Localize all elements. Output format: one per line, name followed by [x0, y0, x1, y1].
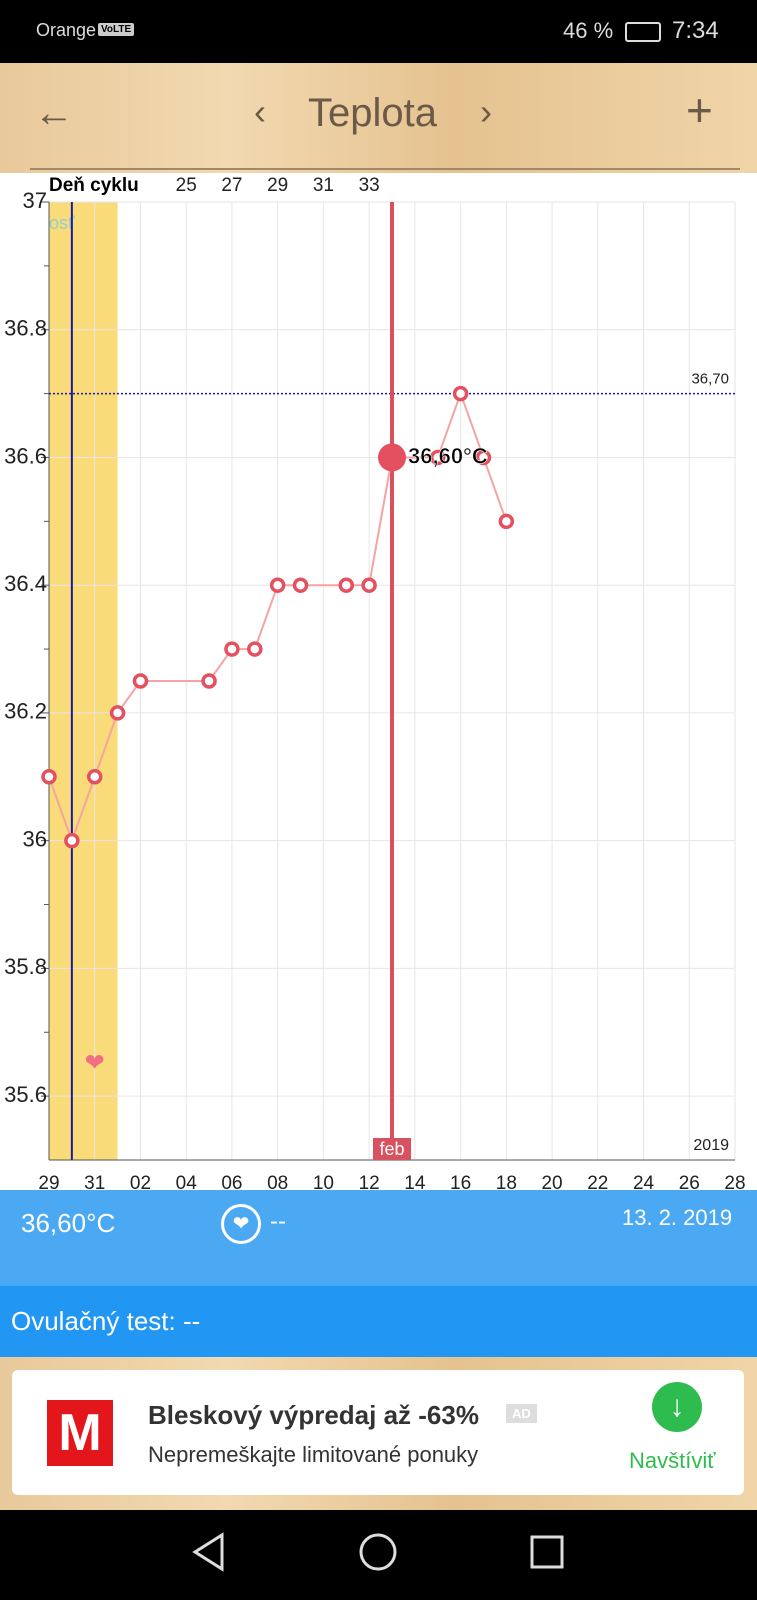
cycle-tick-label: 31 [313, 175, 334, 196]
ad-badge: AD [506, 1404, 537, 1423]
fertile-window [49, 202, 118, 1160]
y-tick-label: 36.6 [4, 443, 47, 468]
ovulation-bar[interactable]: Ovulačný test: -- [0, 1286, 757, 1357]
nav-back[interactable] [192, 1532, 224, 1572]
ad-download-icon: ↓ [652, 1382, 702, 1432]
ad-subtitle: Nepremeškajte limitované ponuky [148, 1442, 479, 1467]
data-point [64, 832, 80, 849]
selected-point [378, 443, 406, 472]
battery-icon [625, 22, 661, 42]
data-point [452, 385, 469, 402]
nav-home[interactable] [359, 1533, 397, 1571]
y-tick-label: 36.8 [4, 316, 47, 341]
x-tick-label: 08 [267, 1173, 288, 1190]
ad-button[interactable]: Navštíviť [629, 1448, 716, 1473]
battery-percent: 46 % [563, 18, 614, 43]
x-tick-label: 10 [313, 1173, 334, 1190]
x-tick-label: 14 [404, 1173, 426, 1190]
data-point [41, 769, 57, 785]
ad-logo: M [47, 1400, 113, 1466]
carrier: Orange [36, 20, 97, 40]
data-point [201, 673, 217, 689]
x-tick-label: 02 [130, 1173, 151, 1190]
screen-title: Teplota [308, 91, 437, 135]
month-badge-bg [373, 1138, 411, 1160]
month-label: feb [379, 1139, 404, 1159]
x-tick-label: 18 [496, 1173, 517, 1190]
y-tick-label: 36.4 [4, 571, 47, 596]
back-button[interactable]: ← [34, 91, 74, 135]
x-tick-label: 16 [450, 1173, 471, 1190]
nav-icons [192, 1532, 564, 1572]
cycle-tick-label: 25 [176, 175, 197, 196]
y-tick-label: 36 [23, 826, 47, 851]
x-tick-label: 29 [38, 1173, 59, 1190]
data-point [132, 673, 149, 689]
cycle-tick-label: 33 [359, 175, 380, 196]
x-tick-label: 28 [724, 1173, 745, 1190]
ad-title: Bleskový výpredaj až -63% [148, 1400, 479, 1430]
chart: osť 35.6 35.8 36 36.2 36.4 36.6 36.8 37 29 31 02 04 0… [4, 175, 745, 1190]
info-bar: 36,60°C ❤ -- 13. 2. 2019 [0, 1190, 757, 1286]
data-point [86, 769, 103, 785]
x-tick-label: 12 [359, 1173, 380, 1190]
data-point [292, 577, 309, 593]
info-temperature: 36,60°C [21, 1208, 116, 1238]
nav-bar [0, 1510, 757, 1600]
y-tick-label: 35.6 [4, 1082, 47, 1107]
data-point [429, 449, 446, 466]
volte-badge: VoLTE [98, 23, 135, 36]
x-tick-label: 26 [679, 1173, 700, 1190]
heart-icon[interactable]: ❤ [221, 1204, 261, 1244]
x-tick-label: 04 [176, 1173, 198, 1190]
heart-marker: ❤ [85, 1050, 105, 1077]
reference-label: 36,70 [691, 371, 729, 388]
year-label: 2019 [693, 1137, 729, 1154]
cycle-tick-label: 29 [267, 175, 288, 196]
ovulation-test: Ovulačný test: -- [11, 1306, 201, 1336]
info-intercourse: -- [270, 1208, 286, 1235]
prev-button[interactable]: ‹ [254, 91, 266, 132]
x-tick-label: 22 [587, 1173, 608, 1190]
x-tick-label: 31 [84, 1173, 105, 1190]
x-tick-label: 24 [633, 1173, 655, 1190]
selected-value-label: 36,60°C [408, 443, 488, 468]
next-button[interactable]: › [480, 91, 492, 132]
data-point [361, 577, 377, 593]
y-tick-label: 35.8 [4, 954, 47, 979]
y-tick-label: 36.2 [4, 699, 47, 724]
header: ← ‹ Teplota › + [0, 63, 757, 173]
faded-label: osť [49, 213, 75, 233]
data-point [247, 641, 263, 657]
data-point [338, 577, 355, 593]
y-tick-label: 37 [23, 188, 47, 213]
cycle-tick-label: 27 [221, 175, 242, 196]
ad-area: M Bleskový výpredaj až -63% AD Nepremešk… [0, 1357, 757, 1510]
x-tick-label: 06 [221, 1173, 242, 1190]
data-point [109, 705, 126, 721]
ad-card[interactable]: M Bleskový výpredaj až -63% AD Nepremešk… [12, 1370, 744, 1495]
add-button[interactable]: + [686, 84, 713, 136]
data-point [224, 641, 240, 657]
data-point [475, 449, 492, 466]
cycle-axis-label: Deň cyklu [49, 175, 139, 196]
data-point [498, 513, 515, 530]
x-tick-label: 20 [541, 1173, 562, 1190]
nav-recent[interactable] [530, 1535, 564, 1569]
header-divider [30, 168, 740, 170]
info-date: 13. 2. 2019 [622, 1205, 733, 1230]
clock: 7:34 [672, 17, 719, 44]
data-point [269, 577, 286, 593]
status-bar: Orange VoLTE 46 % 7:34 [0, 0, 757, 63]
